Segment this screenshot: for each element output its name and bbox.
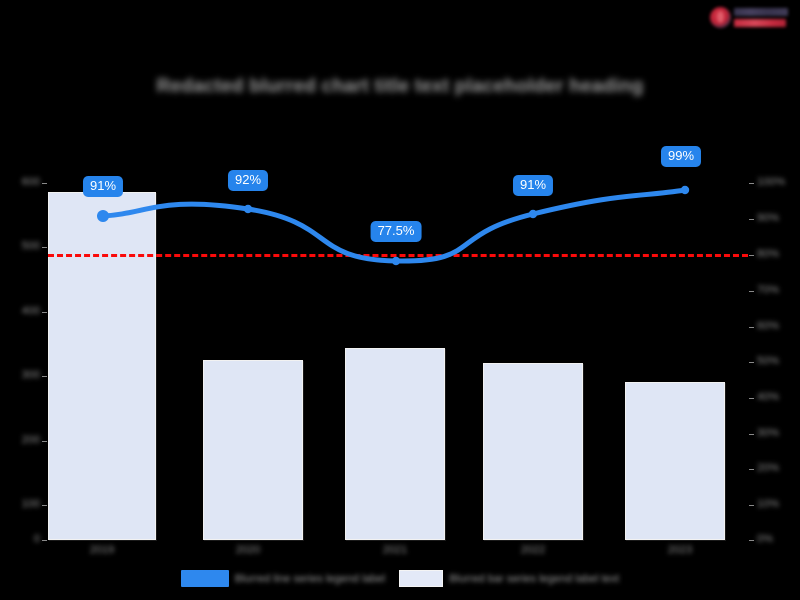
right-axis-tick-label: 90% bbox=[757, 212, 780, 224]
left-axis-tick bbox=[42, 376, 47, 377]
bar-2022[interactable] bbox=[483, 363, 583, 540]
right-axis-tick-label: 20% bbox=[757, 462, 780, 474]
line-marker[interactable] bbox=[528, 209, 538, 219]
right-axis-tick bbox=[749, 291, 754, 292]
left-axis-tick bbox=[42, 183, 47, 184]
right-axis-tick-label: 70% bbox=[757, 284, 780, 296]
right-axis-tick bbox=[749, 434, 754, 435]
left-axis-tick-label: 400 bbox=[21, 305, 40, 317]
logo-wordmark-bottom bbox=[734, 19, 786, 27]
right-axis-tick bbox=[749, 219, 754, 220]
threshold-line bbox=[48, 254, 748, 257]
right-axis-tick-label: 80% bbox=[757, 248, 780, 260]
legend-label-line: Blurred line series legend label bbox=[234, 572, 386, 585]
left-axis-tick bbox=[42, 247, 47, 248]
right-axis-tick bbox=[749, 183, 754, 184]
bar-2019[interactable] bbox=[48, 192, 156, 540]
chart-title: Redacted blurred chart title text placeh… bbox=[156, 76, 644, 97]
legend-item-line[interactable]: Blurred line series legend label bbox=[180, 570, 386, 587]
right-axis-tick-label: 10% bbox=[757, 498, 780, 510]
x-axis-tick-label: 2020 bbox=[235, 544, 261, 556]
legend-swatch-bar-icon bbox=[399, 570, 444, 587]
data-label: 77.5% bbox=[370, 221, 422, 242]
x-axis-tick-label: 2023 bbox=[667, 544, 693, 556]
right-axis-tick bbox=[749, 469, 754, 470]
legend-swatch-line-icon bbox=[180, 570, 229, 587]
left-axis-tick bbox=[42, 441, 47, 442]
data-label: 91% bbox=[82, 176, 124, 197]
left-axis-tick-label: 200 bbox=[21, 434, 40, 446]
line-marker[interactable] bbox=[680, 185, 690, 195]
right-axis-tick bbox=[749, 398, 754, 399]
right-axis-tick-label: 50% bbox=[757, 355, 780, 367]
chart-legend: Blurred line series legend label Blurred… bbox=[0, 570, 800, 587]
right-axis-tick bbox=[749, 255, 754, 256]
bar-2023[interactable] bbox=[625, 382, 725, 540]
left-axis-tick-label: 600 bbox=[21, 176, 40, 188]
bar-2021[interactable] bbox=[345, 348, 445, 540]
x-axis-tick-label: 2021 bbox=[382, 544, 408, 556]
legend-item-bar[interactable]: Blurred bar series legend label text bbox=[399, 570, 619, 587]
right-axis-tick-label: 60% bbox=[757, 320, 780, 332]
logo-mark-icon bbox=[710, 7, 731, 28]
left-axis-tick-label: 0 bbox=[33, 533, 40, 545]
right-axis-tick-label: 30% bbox=[757, 427, 780, 439]
right-axis-tick-label: 100% bbox=[757, 176, 786, 188]
right-axis-tick bbox=[749, 362, 754, 363]
line-marker[interactable] bbox=[391, 256, 401, 266]
bar-2020[interactable] bbox=[203, 360, 303, 540]
legend-label-bar: Blurred bar series legend label text bbox=[449, 572, 620, 585]
data-label: 91% bbox=[512, 175, 554, 196]
right-axis-tick-label: 40% bbox=[757, 391, 780, 403]
left-axis-tick bbox=[42, 505, 47, 506]
right-axis-tick bbox=[749, 505, 754, 506]
logo-wordmark-top bbox=[734, 8, 788, 16]
line-marker[interactable] bbox=[243, 204, 253, 214]
brand-logo bbox=[706, 4, 792, 32]
right-axis-tick bbox=[749, 327, 754, 328]
left-axis-tick-label: 100 bbox=[21, 498, 40, 510]
left-axis-tick bbox=[42, 312, 47, 313]
data-label: 92% bbox=[227, 170, 269, 191]
x-axis-tick-label: 2019 bbox=[89, 544, 115, 556]
left-axis-tick bbox=[42, 540, 47, 541]
data-label: 99% bbox=[660, 146, 702, 167]
right-axis-tick-label: 0% bbox=[757, 533, 773, 545]
right-axis-tick bbox=[749, 540, 754, 541]
left-axis-tick-label: 300 bbox=[21, 369, 40, 381]
left-axis-tick-label: 500 bbox=[21, 240, 40, 252]
x-axis-tick-label: 2022 bbox=[520, 544, 546, 556]
